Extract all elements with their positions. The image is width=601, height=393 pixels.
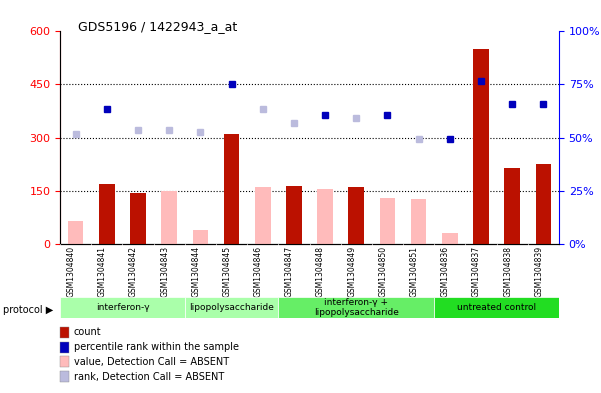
Text: GSM1304837: GSM1304837 [472, 246, 481, 298]
Text: GSM1304840: GSM1304840 [67, 246, 76, 298]
Bar [411, 199, 427, 244]
Text: GSM1304846: GSM1304846 [254, 246, 263, 298]
Bar [473, 49, 489, 244]
Bar [192, 230, 208, 244]
Text: GSM1304851: GSM1304851 [410, 246, 419, 298]
Text: count: count [74, 327, 102, 337]
Bar [504, 167, 520, 244]
FancyBboxPatch shape [60, 297, 185, 318]
Bar [349, 187, 364, 244]
Bar [442, 233, 457, 244]
Text: GSM1304843: GSM1304843 [160, 246, 169, 298]
Bar [130, 193, 146, 244]
Text: lipopolysaccharide: lipopolysaccharide [189, 303, 274, 312]
Text: GSM1304850: GSM1304850 [379, 246, 388, 298]
Bar [380, 198, 395, 244]
FancyBboxPatch shape [434, 297, 559, 318]
Text: percentile rank within the sample: percentile rank within the sample [74, 342, 239, 352]
Bar [255, 187, 270, 244]
Bar [162, 191, 177, 244]
Text: GSM1304842: GSM1304842 [129, 246, 138, 298]
Text: interferon-γ: interferon-γ [96, 303, 149, 312]
Text: GSM1304847: GSM1304847 [285, 246, 294, 298]
FancyBboxPatch shape [185, 297, 278, 318]
Bar [317, 189, 333, 244]
Text: GSM1304844: GSM1304844 [191, 246, 200, 298]
Text: untreated control: untreated control [457, 303, 536, 312]
Bar [224, 134, 239, 244]
Text: GDS5196 / 1422943_a_at: GDS5196 / 1422943_a_at [78, 20, 237, 33]
Text: GSM1304836: GSM1304836 [441, 246, 450, 298]
Text: GSM1304845: GSM1304845 [222, 246, 231, 298]
Text: GSM1304838: GSM1304838 [503, 246, 512, 298]
Text: protocol ▶: protocol ▶ [3, 305, 53, 316]
Bar [99, 184, 115, 244]
Bar [535, 164, 551, 244]
Text: rank, Detection Call = ABSENT: rank, Detection Call = ABSENT [74, 372, 224, 382]
Bar [68, 220, 84, 244]
Bar [286, 186, 302, 244]
Text: value, Detection Call = ABSENT: value, Detection Call = ABSENT [74, 357, 229, 367]
Text: GSM1304841: GSM1304841 [98, 246, 107, 298]
Text: interferon-γ +
lipopolysaccharide: interferon-γ + lipopolysaccharide [314, 298, 398, 317]
Text: GSM1304839: GSM1304839 [534, 246, 543, 298]
Text: GSM1304849: GSM1304849 [347, 246, 356, 298]
Text: GSM1304848: GSM1304848 [316, 246, 325, 298]
FancyBboxPatch shape [278, 297, 434, 318]
